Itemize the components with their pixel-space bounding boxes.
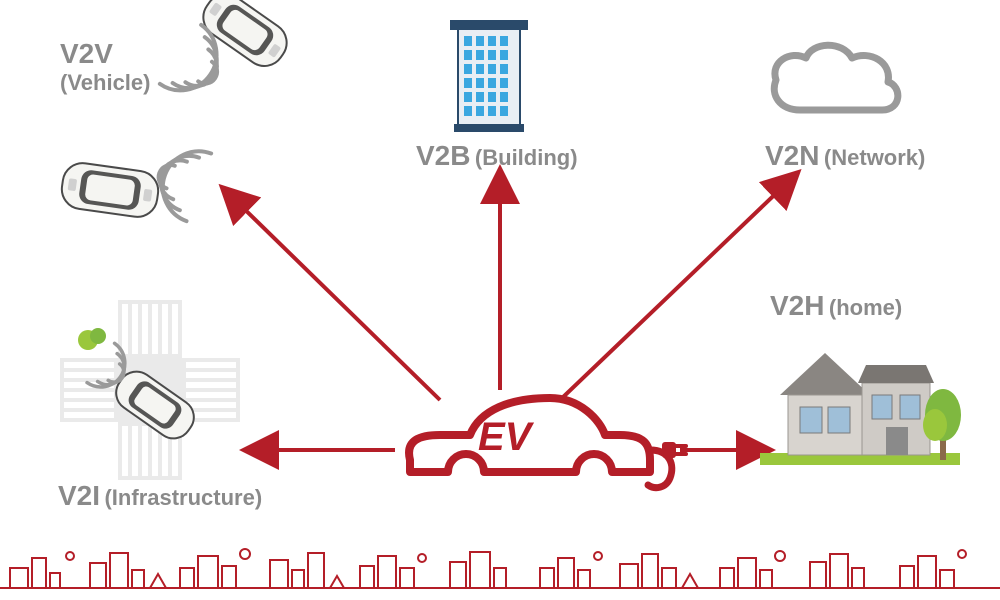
v2i-subtitle: (Infrastructure) — [104, 485, 262, 510]
v2v-label: V2V (Vehicle) — [60, 38, 150, 96]
v2i-intersection-icon — [60, 300, 240, 480]
ev-text: EV — [478, 415, 531, 459]
v2n-cloud-icon — [774, 45, 898, 110]
v2h-house-icon — [760, 353, 961, 465]
v2b-building-icon — [450, 20, 528, 132]
ev-car-icon — [409, 398, 686, 488]
v2h-subtitle: (home) — [829, 295, 902, 320]
v2h-label: V2H (home) — [770, 290, 902, 322]
v2n-title: V2N — [765, 140, 819, 171]
ev-center-label: EV — [478, 415, 531, 460]
arrows — [230, 180, 790, 450]
v2v-icon — [59, 0, 294, 221]
v2n-label: V2N (Network) — [765, 140, 925, 172]
v2b-title: V2B — [416, 140, 470, 171]
v2h-title: V2H — [770, 290, 824, 321]
v2n-subtitle: (Network) — [824, 145, 925, 170]
v2i-label: V2I (Infrastructure) — [58, 480, 262, 512]
v2v-subtitle: (Vehicle) — [60, 70, 150, 96]
skyline-strip — [0, 549, 1000, 588]
v2i-title: V2I — [58, 480, 100, 511]
v2b-subtitle: (Building) — [475, 145, 578, 170]
v2b-label: V2B (Building) — [416, 140, 578, 172]
v2v-title: V2V — [60, 38, 150, 70]
